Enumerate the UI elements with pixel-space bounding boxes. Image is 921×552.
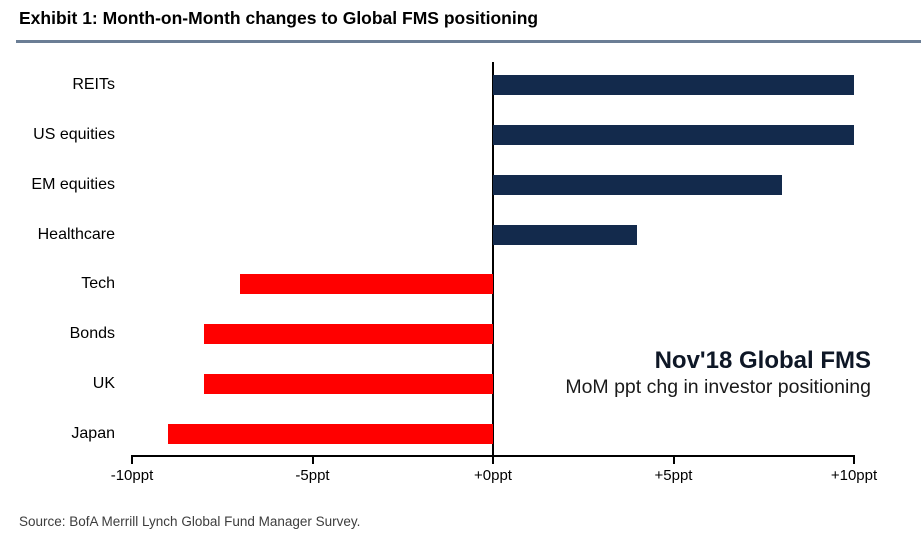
x-axis-tick-0ppt [492,455,494,464]
category-label-uk: UK [92,375,115,393]
source-note: Source: BofA Merrill Lynch Global Fund M… [19,514,361,529]
x-axis-tick-10ppt [131,455,133,464]
bar-tech [240,274,493,295]
category-label-japan: Japan [71,425,115,443]
annotation-subtitle: MoM ppt chg in investor positioning [565,375,871,398]
bar-japan [168,424,493,445]
chart-annotation: Nov'18 Global FMS MoM ppt chg in investo… [565,347,871,400]
x-tick-label-10ppt: -10ppt [110,467,154,484]
x-tick-label-5ppt: +5ppt [654,467,693,484]
bar-bonds [204,324,493,345]
x-tick-label-0ppt: +0ppt [474,467,512,484]
annotation-title: Nov'18 Global FMS [654,347,871,374]
exhibit-title: Exhibit 1: Month-on-Month changes to Glo… [19,8,539,28]
bar-reits [493,75,854,95]
zero-axis-line [492,62,494,463]
title-divider-rule [16,40,921,43]
x-axis-tick-5ppt [672,455,675,464]
x-tick-label-5ppt: -5ppt [295,467,330,484]
category-label-healthcare: Healthcare [37,225,115,243]
bar-em-equities [493,174,782,195]
category-label-em-equities: EM equities [31,175,115,193]
x-axis-tick-10ppt [853,455,855,464]
category-label-reits: REITs [72,76,115,93]
bar-healthcare [493,224,638,245]
bar-uk [204,374,493,395]
bar-us-equities [493,124,854,145]
category-label-tech: Tech [81,275,115,293]
category-label-bonds: Bonds [69,325,115,343]
category-label-us-equities: US equities [33,125,115,143]
x-axis-tick-5ppt [311,455,314,464]
x-tick-label-10ppt: +10ppt [830,467,878,484]
